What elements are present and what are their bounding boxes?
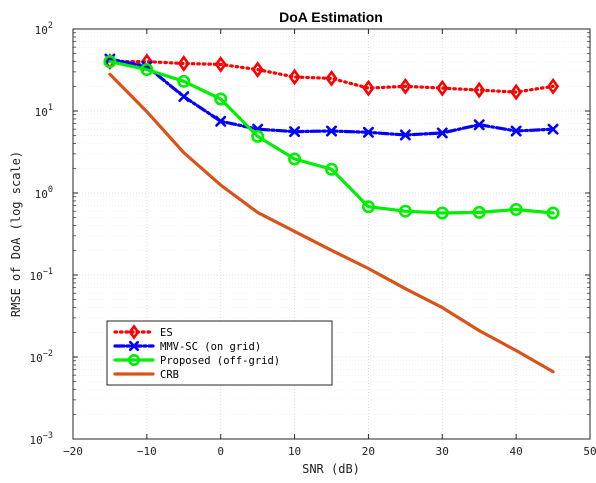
data-point <box>510 125 522 137</box>
data-point <box>361 200 375 214</box>
series-line <box>108 72 555 374</box>
minor-grid <box>73 32 590 415</box>
data-point <box>398 204 412 218</box>
y-tick-label: 10−2 <box>30 349 54 365</box>
data-point <box>289 126 301 138</box>
x-tick-label: 10 <box>288 445 301 458</box>
legend-swatch-marker <box>128 354 140 366</box>
data-point <box>472 205 486 219</box>
x-tick-label: 30 <box>436 445 449 458</box>
data-point <box>326 125 337 137</box>
data-point <box>547 123 559 135</box>
y-tick-label: 10−3 <box>30 431 54 447</box>
data-point <box>324 162 338 176</box>
legend-item: CRB <box>113 369 179 381</box>
x-tick-label: −20 <box>63 445 83 458</box>
series-proposed-off-grid <box>103 55 560 220</box>
data-point <box>546 206 560 220</box>
data-point <box>473 119 485 131</box>
data-point <box>362 79 375 97</box>
data-point <box>436 79 449 97</box>
data-point <box>251 61 264 79</box>
x-tick-label: 0 <box>217 445 224 458</box>
legend-label: MMV-SC (on grid) <box>160 341 261 353</box>
legend-label: CRB <box>160 369 179 381</box>
legend-swatch-marker <box>128 324 140 340</box>
axis-ticks: −20 −10 0 10 20 30 40 50 102 101 100 10−1 10−2 10−3 <box>30 21 596 458</box>
data-point <box>214 55 227 73</box>
data-point <box>177 74 191 88</box>
data-point <box>103 55 117 69</box>
x-tick-label: 50 <box>583 445 596 458</box>
data-point <box>140 63 154 77</box>
data-point <box>436 127 448 139</box>
legend-item: ES <box>113 324 173 340</box>
y-tick-label: 102 <box>35 21 53 37</box>
legend-item: MMV-SC (on grid) <box>113 340 261 353</box>
legend: ES MMV-SC (on grid) Proposed (off-grid) CRB <box>106 320 333 386</box>
y-tick-label: 10−1 <box>30 267 54 283</box>
data-point <box>288 68 301 86</box>
x-tick-label: 20 <box>362 445 375 458</box>
data-point <box>547 77 560 95</box>
data-point <box>399 129 411 141</box>
data-point <box>399 77 412 95</box>
data-point <box>510 83 523 101</box>
data-point <box>251 129 265 143</box>
chart-title: DoA Estimation <box>279 9 383 25</box>
x-axis-label: SNR (dB) <box>302 462 360 476</box>
data-point <box>435 206 449 220</box>
y-tick-label: 100 <box>35 185 53 201</box>
data-point <box>325 69 338 87</box>
legend-label: Proposed (off-grid) <box>160 355 280 367</box>
series-line <box>108 60 555 94</box>
data-point <box>509 202 523 216</box>
legend-swatch-marker <box>128 340 140 352</box>
data-point <box>288 152 302 166</box>
x-tick-label: −10 <box>137 445 157 458</box>
plot-frame <box>72 28 591 440</box>
data-point <box>178 91 190 103</box>
data-point <box>214 92 228 106</box>
series-crb <box>108 72 555 374</box>
y-tick-label: 101 <box>35 103 53 119</box>
data-point <box>473 81 486 99</box>
data-point <box>177 55 190 72</box>
data-point <box>215 115 227 127</box>
legend-item: Proposed (off-grid) <box>113 354 280 367</box>
legend-label: ES <box>160 327 173 339</box>
y-axis-label: RMSE of DoA (log scale) <box>9 151 23 317</box>
series-layer <box>103 53 560 374</box>
series-line <box>108 60 555 215</box>
data-point <box>362 126 374 138</box>
x-tick-label: 40 <box>510 445 523 458</box>
